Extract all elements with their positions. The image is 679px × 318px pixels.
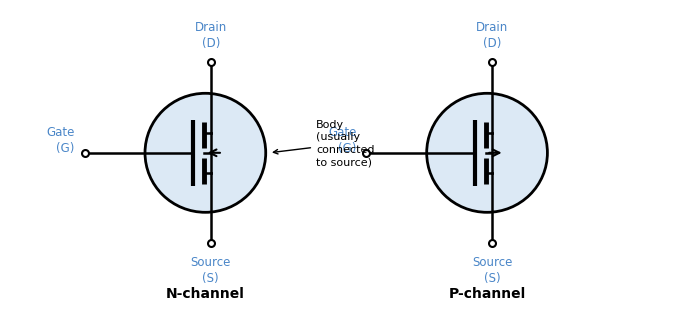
Text: Drain
(D): Drain (D) xyxy=(476,21,509,50)
Text: Gate
(G): Gate (G) xyxy=(328,126,356,155)
Ellipse shape xyxy=(426,93,547,212)
Ellipse shape xyxy=(145,93,265,212)
Text: Source
(S): Source (S) xyxy=(472,256,513,285)
Text: Body
(usually
connected
to source): Body (usually connected to source) xyxy=(274,120,375,167)
Text: P-channel: P-channel xyxy=(448,287,526,301)
Text: Drain
(D): Drain (D) xyxy=(195,21,227,50)
Text: Source
(S): Source (S) xyxy=(191,256,231,285)
Text: N-channel: N-channel xyxy=(166,287,245,301)
Text: Gate
(G): Gate (G) xyxy=(46,126,75,155)
